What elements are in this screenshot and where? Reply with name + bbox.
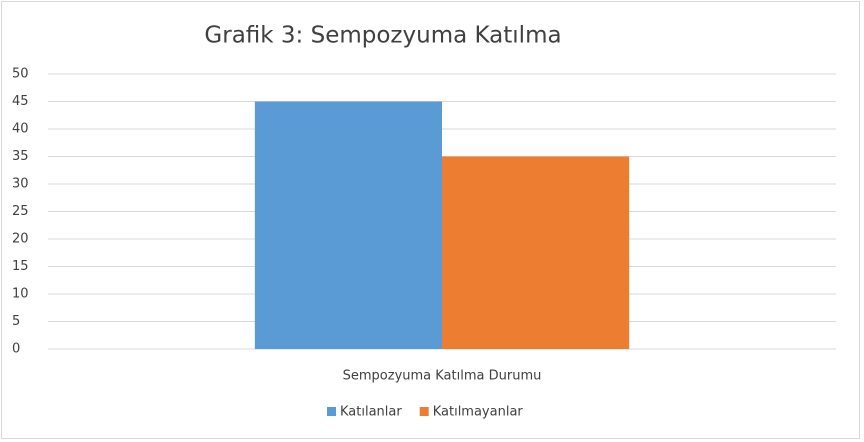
y-tick-label: 10 [12,287,29,302]
y-tick-label: 45 [12,94,29,109]
x-tick-label: Sempozyuma Katılma Durumu [343,369,542,384]
y-tick-label: 30 [12,177,29,192]
legend-swatch [327,407,336,416]
y-tick-label: 5 [12,314,20,329]
bar [254,101,442,349]
chart-title: Grafik 3: Sempozyuma Katılma [204,23,561,49]
y-tick-label: 40 [12,122,29,137]
y-tick-label: 20 [12,232,29,247]
y-tick-label: 25 [12,204,29,219]
y-tick-label: 0 [12,342,20,357]
y-tick-label: 15 [12,259,29,274]
bar [442,156,630,349]
legend-label: Katılanlar [340,405,402,420]
y-tick-label: 35 [12,149,29,164]
legend-swatch [419,407,429,416]
legend-label: Katılmayanlar [433,405,524,420]
y-tick-label: 50 [12,67,29,82]
